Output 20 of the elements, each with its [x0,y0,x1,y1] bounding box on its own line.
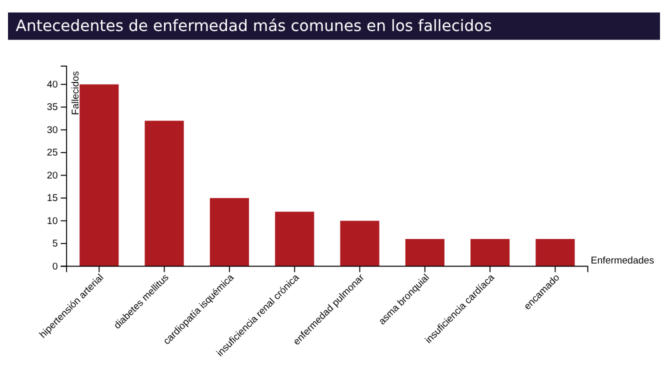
y-tick-label: 40 [46,79,58,90]
y-tick-label: 0 [52,261,58,272]
y-tick-label: 30 [46,124,58,136]
y-axis-title: Fallecidos [70,70,82,115]
chart-title: Antecedentes de enfermedad más comunes en los fallecidos [16,17,492,36]
y-tick-label: 5 [52,238,58,250]
bar [340,220,380,266]
bar [144,120,184,266]
x-axis-title: Enfermedades [590,255,654,266]
y-tick-label: 10 [46,216,58,227]
bar [80,84,119,266]
y-tick-label: 20 [46,170,58,182]
y-tick-label: 25 [46,148,58,159]
bar [405,238,444,266]
bar [210,198,249,266]
bar [275,212,314,266]
bar [536,238,575,266]
y-tick-label: 15 [46,193,58,204]
bar [470,238,510,266]
y-tick-label: 35 [46,102,58,114]
